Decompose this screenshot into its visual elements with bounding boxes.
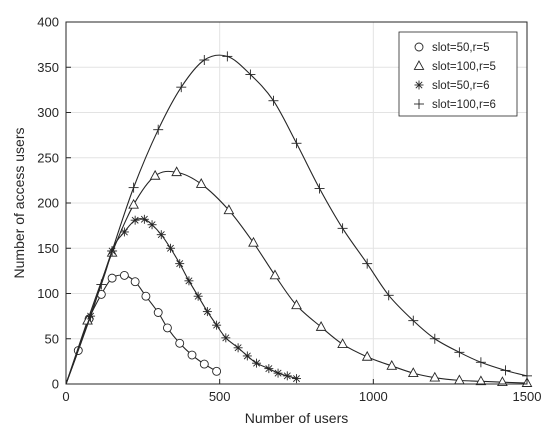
- series-2-point: [407, 367, 419, 377]
- y-axis-label: Number of access users: [11, 128, 27, 279]
- series-3-point: [193, 291, 203, 301]
- series-4-point: [268, 95, 279, 106]
- series-3-point: [264, 364, 274, 374]
- series-2-point: [223, 204, 235, 215]
- series-3-point: [273, 368, 283, 378]
- series-2-point: [361, 350, 373, 361]
- legend-label-4: slot=100,r=6: [432, 99, 496, 111]
- legend-label-3: slot=50,r=6: [432, 80, 490, 92]
- series-1-point: [212, 366, 222, 376]
- tick-labels: 0 500 1000 1500 0 50 100 150 200 250 300 350 400: [37, 15, 541, 405]
- series-2-point: [497, 376, 508, 387]
- legend-label-1: slot=50,r=5: [432, 42, 490, 54]
- series-3-point: [233, 343, 243, 353]
- series-4-point: [454, 347, 465, 358]
- plot-frame: [65, 21, 528, 385]
- axes: [65, 21, 528, 385]
- series-3-point: [212, 320, 222, 330]
- series-4-point: [222, 51, 233, 62]
- series-4-point: [383, 290, 394, 301]
- series-1-point: [107, 273, 117, 283]
- y-tick-label: 150: [37, 241, 59, 256]
- series-3-point: [119, 227, 129, 237]
- series-3-point: [252, 358, 262, 368]
- series-2-point: [337, 338, 348, 349]
- series-3-point: [156, 230, 166, 240]
- series-4-point: [408, 315, 419, 326]
- series-1-point: [199, 359, 209, 369]
- series-4-point: [153, 124, 164, 135]
- series-3-point: [147, 220, 157, 230]
- series-4-point: [245, 69, 256, 80]
- series-4-point: [429, 333, 440, 344]
- y-tick-label: 200: [37, 196, 59, 211]
- series-4-point: [362, 258, 373, 269]
- series-1-point: [162, 323, 172, 333]
- series-2-point: [315, 321, 327, 331]
- legend-marker-4: [414, 99, 424, 109]
- legend-label-2: slot=100,r=5: [432, 61, 496, 73]
- series-3-point: [202, 307, 212, 317]
- series-4-point: [314, 183, 325, 194]
- series-3-point: [165, 243, 175, 253]
- x-axis-label: Number of users: [245, 410, 348, 426]
- y-tick-label: 250: [37, 150, 59, 165]
- series-3-point: [139, 214, 149, 224]
- series-4: [65, 51, 532, 385]
- y-tick-label: 0: [52, 377, 59, 392]
- series-4-point: [96, 279, 107, 290]
- series-3-point: [184, 276, 194, 286]
- y-tick-label: 300: [37, 105, 59, 120]
- series-3-point: [292, 374, 301, 384]
- x-tick-label: 1500: [513, 389, 542, 404]
- series-1-point: [153, 308, 163, 317]
- y-tick-label: 100: [37, 286, 59, 301]
- x-tick-label: 0: [62, 389, 69, 404]
- x-tick-label: 1000: [359, 389, 388, 404]
- series-4-point: [500, 365, 511, 376]
- series-1-point: [141, 291, 151, 301]
- series-1-point: [119, 270, 129, 280]
- series-4-point: [337, 223, 348, 234]
- series-group: [65, 51, 533, 387]
- series-4-point: [107, 245, 118, 256]
- series-2-point: [248, 236, 259, 247]
- series-3-point: [282, 371, 292, 381]
- series-1-point: [175, 338, 185, 348]
- series-4-point: [176, 82, 187, 93]
- series-3-point: [175, 259, 185, 269]
- series-2-point: [429, 371, 441, 382]
- series-3-line: [65, 218, 297, 385]
- legend-marker-2: [413, 60, 425, 70]
- series-4-point: [128, 182, 139, 193]
- series-2: [65, 166, 533, 387]
- series-2-point: [171, 166, 182, 177]
- series-3-point: [130, 215, 140, 225]
- series-2-point: [291, 299, 302, 310]
- series-2-point: [128, 198, 139, 209]
- series-4-point: [199, 55, 210, 66]
- series-1-point: [130, 277, 140, 287]
- series-3-point: [221, 333, 231, 343]
- series-4-point: [291, 138, 302, 149]
- series-4-point: [475, 357, 486, 368]
- y-tick-label: 350: [37, 60, 59, 75]
- series-2-point: [149, 169, 161, 180]
- y-tick-label: 400: [37, 15, 59, 30]
- legend: slot=50,r=5 slot=100,r=5 slot=50,r=6 slo…: [398, 31, 518, 117]
- series-2-point: [386, 359, 398, 370]
- series-2-point: [269, 269, 281, 280]
- series-2-point: [475, 375, 487, 386]
- series-3-point: [242, 351, 252, 361]
- legend-marker-1: [414, 42, 424, 52]
- series-3: [65, 214, 301, 385]
- series-1-point: [187, 350, 197, 360]
- legend-marker-3: [414, 80, 424, 90]
- series-2-point: [195, 178, 207, 188]
- x-tick-label: 500: [209, 389, 231, 404]
- y-tick-label: 50: [45, 331, 59, 346]
